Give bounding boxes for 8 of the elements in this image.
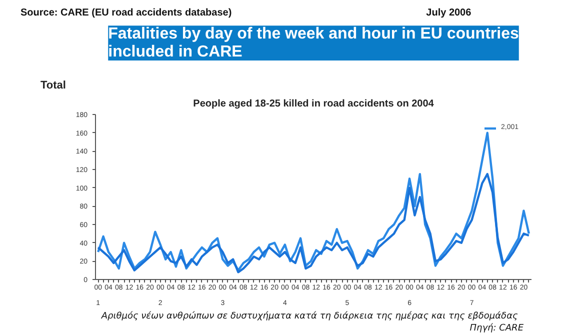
- y-axis-title: Total: [40, 80, 66, 92]
- chart-title: Fatalities by day of the week and hour in EU countries included in CARE: [108, 26, 519, 60]
- text: Πηγή: CARE: [470, 322, 524, 333]
- line-series: [96, 132, 530, 272]
- line-series: [96, 172, 530, 274]
- text: Αριθμός νέων ανθρώπων σε δυστυχήματα κατά τη διάρκεια της ημέρας και της εβδομάδας: [100, 310, 518, 322]
- chart-subtitle: People aged 18-25 killed in road accidents on 2004: [193, 98, 434, 110]
- text: Source: CARE (EU road accidents database) July 2006: [20, 8, 472, 18]
